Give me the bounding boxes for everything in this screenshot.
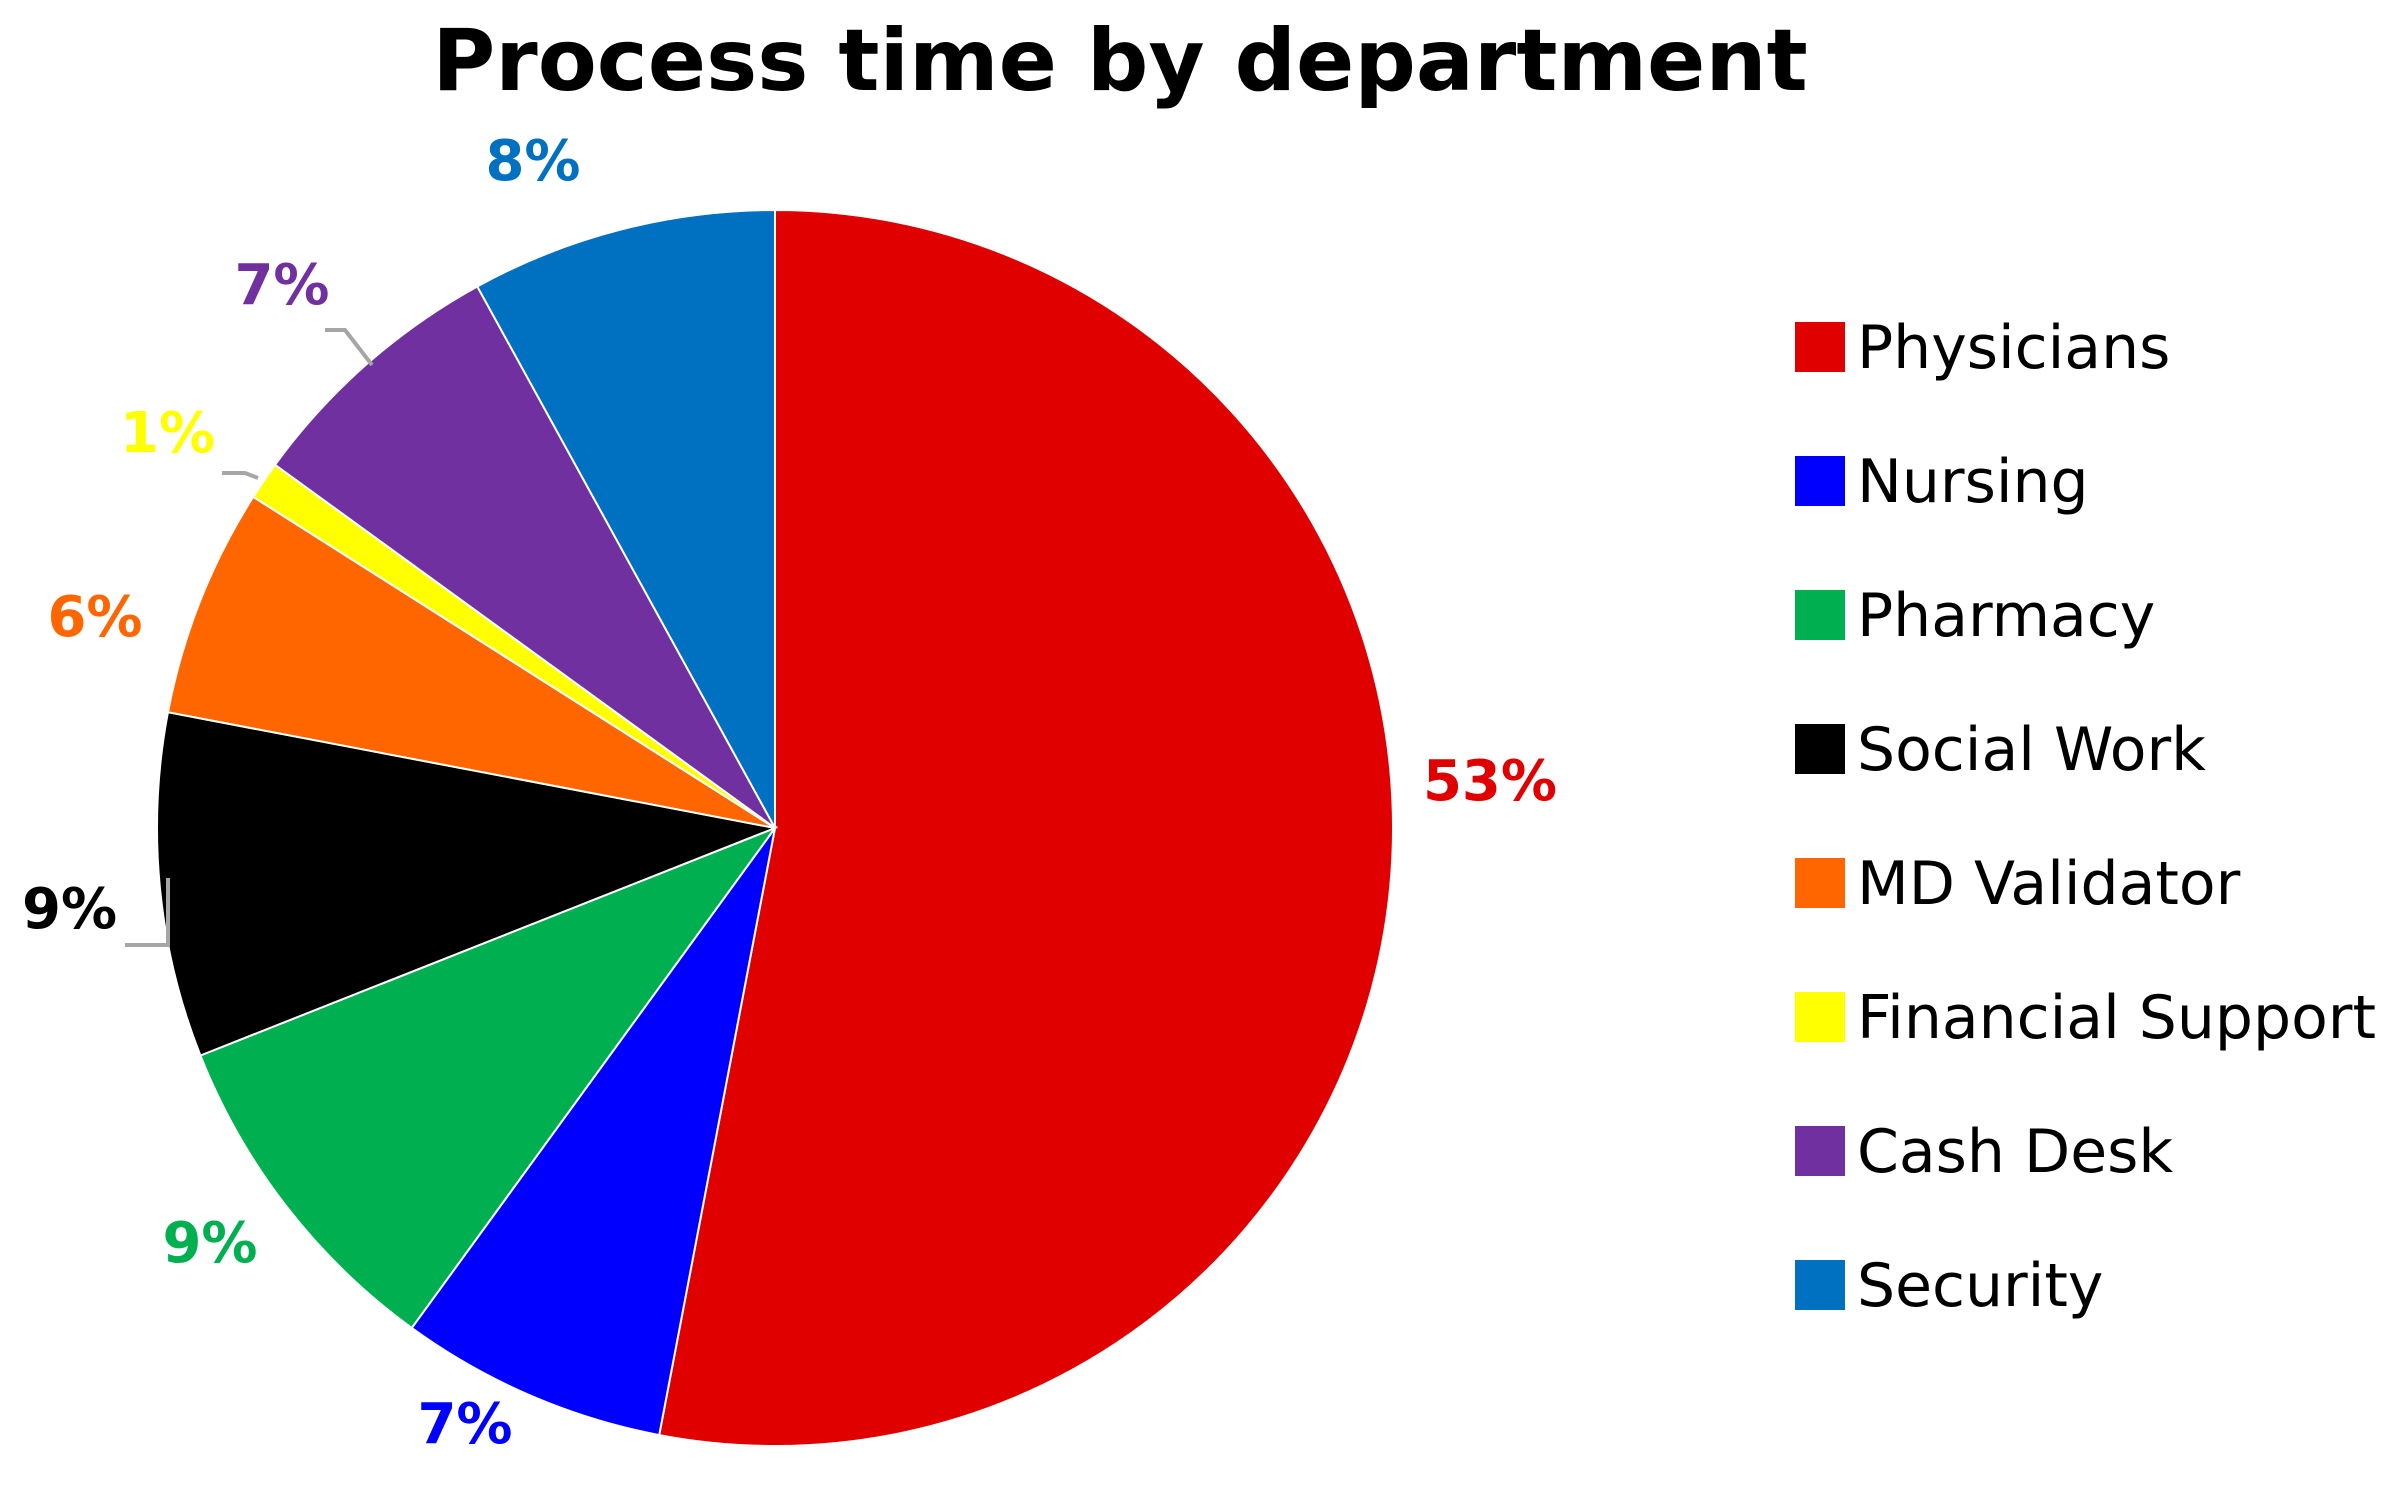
legend-label-financial-support: Financial Support [1857, 983, 2376, 1053]
legend: Physicians Nursing Pharmacy Social Work MD V… [1795, 313, 2376, 1321]
legend-swatch-nursing [1795, 456, 1845, 506]
legend-swatch-financial-support [1795, 992, 1845, 1042]
legend-label-md-validator: MD Validator [1857, 849, 2241, 919]
data-label-financial-support: 1% [120, 401, 215, 466]
pie-slice-md-validator [166, 495, 776, 829]
data-label-physicians: 53% [1423, 749, 1557, 814]
data-label-security: 8% [485, 129, 580, 194]
leader-line-financial-support [222, 471, 259, 480]
legend-item-cash-desk: Cash Desk [1795, 1117, 2173, 1187]
legend-item-pharmacy: Pharmacy [1795, 581, 2155, 651]
legend-label-physicians: Physicians [1857, 313, 2170, 383]
data-label-nursing: 7% [417, 1392, 512, 1457]
data-label-cash-desk: 7% [234, 253, 329, 318]
legend-item-social-work: Social Work [1795, 715, 2206, 785]
leader-line-social-work [125, 878, 170, 947]
pie-slice-pharmacy [199, 825, 778, 1330]
legend-item-md-validator: MD Validator [1795, 849, 2241, 919]
legend-item-security: Security [1795, 1251, 2103, 1321]
pie-slice-social-work [156, 711, 779, 1057]
legend-swatch-security [1795, 1260, 1845, 1310]
data-label-social-work: 9% [22, 877, 117, 942]
legend-label-pharmacy: Pharmacy [1857, 581, 2155, 651]
pie-slice-cash-desk [273, 285, 776, 829]
legend-label-cash-desk: Cash Desk [1857, 1117, 2173, 1187]
data-labels: 53% 7% 9% 9% 6% 1% 7% 8% [22, 129, 1557, 1457]
leader-line-cash-desk [325, 328, 374, 367]
pie-slice-nursing [410, 827, 776, 1437]
legend-swatch-cash-desk [1795, 1126, 1845, 1176]
legend-swatch-physicians [1795, 322, 1845, 372]
leader-lines [125, 328, 374, 947]
legend-label-social-work: Social Work [1857, 715, 2206, 785]
data-label-pharmacy: 9% [162, 1211, 257, 1276]
chart-title: Process time by department [432, 11, 1807, 111]
pie-slices [156, 208, 1395, 1447]
legend-item-nursing: Nursing [1795, 447, 2089, 517]
legend-item-physicians: Physicians [1795, 313, 2170, 383]
data-label-md-validator: 6% [47, 585, 142, 650]
legend-swatch-pharmacy [1795, 590, 1845, 640]
legend-swatch-md-validator [1795, 858, 1845, 908]
pie-slice-physicians [658, 208, 1395, 1447]
legend-swatch-social-work [1795, 724, 1845, 774]
legend-label-nursing: Nursing [1857, 447, 2089, 517]
pie-slice-security [475, 208, 776, 829]
legend-item-financial-support: Financial Support [1795, 983, 2376, 1053]
legend-label-security: Security [1857, 1251, 2103, 1321]
